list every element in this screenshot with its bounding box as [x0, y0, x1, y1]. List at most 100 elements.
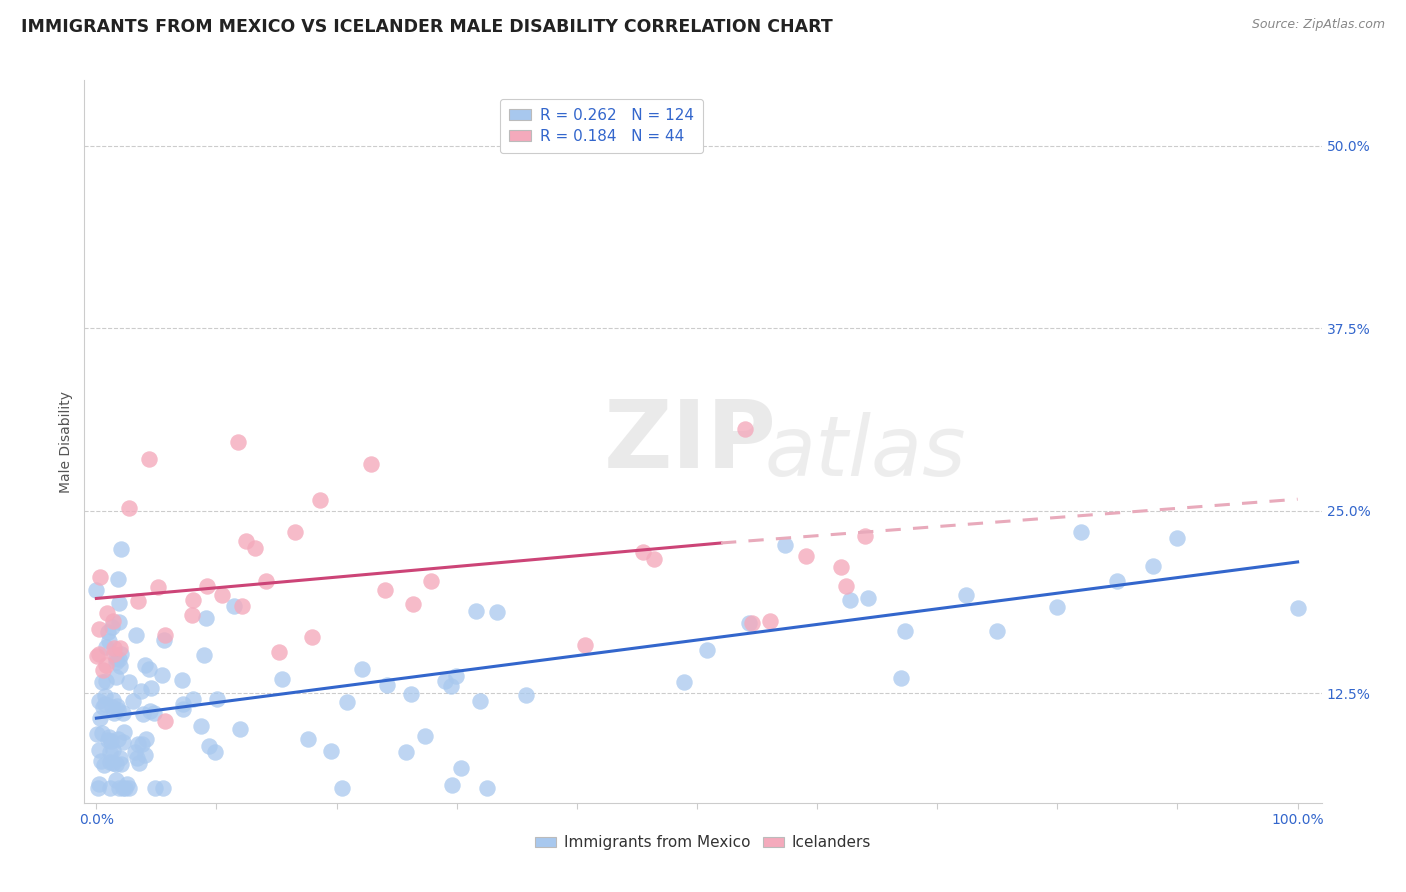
Point	[696, 643, 718, 657]
Point	[853, 529, 876, 543]
Point	[127, 738, 149, 752]
Point	[131, 707, 153, 722]
Text: atlas: atlas	[765, 412, 966, 493]
Point	[759, 614, 782, 628]
Point	[118, 675, 141, 690]
Point	[114, 781, 136, 796]
Point	[741, 616, 763, 631]
Point	[197, 739, 219, 754]
Point	[955, 588, 977, 602]
Point	[574, 638, 596, 652]
Point	[146, 581, 169, 595]
Point	[336, 695, 359, 709]
Point	[890, 671, 912, 685]
Point	[93, 757, 115, 772]
Point	[107, 652, 129, 666]
Point	[222, 599, 245, 613]
Point	[309, 492, 332, 507]
Point	[110, 757, 132, 772]
Point	[101, 693, 124, 707]
Point	[794, 549, 817, 563]
Point	[93, 697, 115, 711]
Point	[115, 777, 138, 791]
Point	[269, 644, 291, 658]
Point	[134, 747, 156, 762]
Point	[112, 706, 135, 721]
Point	[104, 655, 127, 669]
Point	[110, 647, 132, 661]
Point	[89, 777, 111, 791]
Point	[193, 648, 215, 662]
Point	[87, 781, 110, 796]
Point	[153, 714, 176, 728]
Point	[105, 651, 128, 665]
Point	[87, 622, 110, 636]
Point	[1046, 599, 1069, 614]
Point	[150, 668, 173, 682]
Point	[89, 570, 111, 584]
Point	[143, 781, 166, 796]
Point	[856, 591, 879, 606]
Point	[131, 737, 153, 751]
Point	[108, 751, 131, 765]
Y-axis label: Male Disability: Male Disability	[59, 391, 73, 492]
Point	[402, 597, 425, 611]
Point	[103, 641, 125, 656]
Point	[738, 616, 761, 631]
Point	[375, 678, 398, 692]
Point	[204, 745, 226, 759]
Point	[96, 607, 118, 621]
Point	[86, 582, 108, 597]
Point	[94, 640, 117, 655]
Point	[486, 605, 509, 619]
Point	[1166, 531, 1188, 545]
Point	[94, 689, 117, 703]
Point	[97, 733, 120, 747]
Point	[103, 706, 125, 720]
Point	[631, 545, 654, 559]
Point	[433, 674, 456, 689]
Point	[194, 611, 217, 625]
Point	[86, 649, 108, 664]
Text: ZIP: ZIP	[605, 395, 778, 488]
Point	[138, 662, 160, 676]
Point	[90, 754, 112, 768]
Point	[172, 702, 194, 716]
Point	[107, 732, 129, 747]
Point	[90, 675, 112, 690]
Point	[374, 582, 396, 597]
Point	[107, 572, 129, 586]
Text: IMMIGRANTS FROM MEXICO VS ICELANDER MALE DISABILITY CORRELATION CHART: IMMIGRANTS FROM MEXICO VS ICELANDER MALE…	[21, 18, 832, 36]
Point	[134, 657, 156, 672]
Point	[450, 761, 472, 775]
Point	[118, 501, 141, 516]
Point	[440, 679, 463, 693]
Point	[135, 731, 157, 746]
Point	[90, 725, 112, 739]
Point	[211, 588, 233, 602]
Point	[226, 435, 249, 450]
Point	[98, 730, 121, 744]
Point	[515, 689, 537, 703]
Point	[465, 604, 488, 618]
Legend: Immigrants from Mexico, Icelanders: Immigrants from Mexico, Icelanders	[529, 830, 877, 856]
Point	[835, 579, 858, 593]
Point	[235, 534, 257, 549]
Point	[125, 628, 148, 642]
Point	[190, 719, 212, 733]
Point	[87, 694, 110, 708]
Point	[672, 674, 695, 689]
Point	[98, 781, 121, 796]
Point	[142, 706, 165, 720]
Text: Source: ZipAtlas.com: Source: ZipAtlas.com	[1251, 18, 1385, 31]
Point	[183, 593, 205, 607]
Point	[100, 699, 122, 714]
Point	[139, 704, 162, 718]
Point	[986, 624, 1008, 638]
Point	[734, 422, 756, 436]
Point	[124, 745, 146, 759]
Point	[94, 657, 117, 672]
Point	[360, 457, 382, 471]
Point	[94, 674, 117, 689]
Point	[107, 615, 129, 629]
